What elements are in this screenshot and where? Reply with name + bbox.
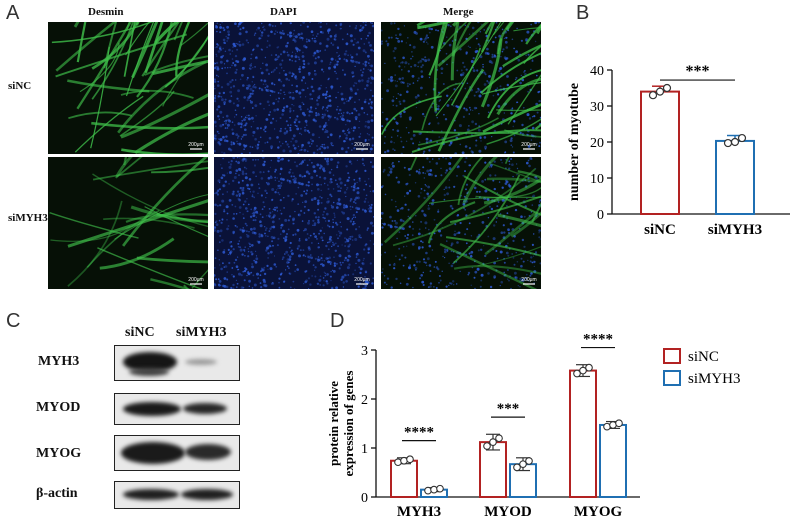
- scale-bar-label: 200μm: [188, 277, 203, 283]
- bar-myh3-sinc: [390, 459, 418, 499]
- blot-label-myh3: MYH3: [38, 354, 80, 369]
- legend-label-simyh3: siMYH3: [688, 371, 741, 387]
- data-point: [648, 91, 658, 100]
- lane-label-simyh3: siMYH3: [176, 325, 227, 340]
- blot-myod: [114, 393, 240, 425]
- micrograph-desmin-simyh3: 200μm: [48, 157, 208, 289]
- x-tick-label: siNC: [644, 222, 676, 238]
- micrograph-desmin-sinc: 200μm: [48, 22, 208, 154]
- band-myod-simyh3: [183, 403, 227, 414]
- blot-label-myod: MYOD: [36, 400, 81, 415]
- data-point: [525, 457, 533, 465]
- data-point: [585, 363, 593, 372]
- micrograph-merge-simyh3: 200μm: [381, 157, 541, 289]
- scale-bar-label: 200μm: [354, 277, 369, 283]
- bar-myog-sinc: [569, 369, 597, 498]
- band-myod-sinc: [123, 402, 181, 416]
- panel-letter-c: C: [6, 310, 21, 332]
- row-label-sinc: siNC: [8, 80, 32, 92]
- x-tick-label: MYOG: [574, 504, 623, 520]
- legend-swatch-sinc: [663, 348, 681, 364]
- x-tick-label: MYH3: [397, 504, 441, 520]
- panel-letter-d: D: [330, 310, 345, 332]
- blot-label-myog: MYOG: [36, 446, 82, 461]
- legend-swatch-simyh3: [663, 370, 681, 386]
- band-myog-sinc: [121, 442, 185, 464]
- blot-myh3: [114, 345, 240, 381]
- data-point: [737, 133, 747, 143]
- panel-letter-a: A: [6, 2, 20, 24]
- bar-simyh3: [715, 139, 755, 215]
- bar-chart-myotube: 0 10 20 30 40 number of myotube siNC siMYH3 ***: [567, 63, 790, 238]
- band-actin-simyh3: [181, 489, 233, 500]
- scale-bar-label: 200μm: [354, 142, 369, 148]
- y-tick-label: 40: [590, 64, 604, 79]
- data-point: [513, 463, 521, 472]
- x-tick-label: siMYH3: [708, 222, 762, 238]
- data-point: [579, 366, 587, 375]
- y-tick-label: 10: [590, 172, 604, 187]
- y-tick-label: 0: [597, 208, 604, 223]
- blot-beta-actin: [114, 481, 240, 509]
- lane-label-sinc: siNC: [125, 325, 155, 340]
- column-header-desmin: Desmin: [88, 6, 124, 18]
- band-myh3-sinc-smear: [129, 368, 169, 376]
- y-tick-label: 1: [361, 442, 368, 457]
- data-point: [723, 138, 733, 148]
- y-tick-label: 20: [590, 136, 604, 151]
- y-tick-label: 2: [361, 393, 368, 408]
- data-point: [655, 87, 665, 96]
- scale-bar-label: 200μm: [521, 277, 536, 283]
- bar-chart-protein-expression: 0 1 2 3 protein relativeexpression of genes M…: [326, 332, 741, 520]
- y-axis-label: number of myotube: [567, 83, 582, 201]
- y-axis-label-line: expression of genes: [341, 371, 356, 477]
- panel-letter-b: B: [576, 2, 590, 24]
- data-point: [573, 369, 581, 378]
- y-axis-label-line: protein relative: [326, 381, 341, 466]
- bar-myog-simyh3: [599, 423, 627, 498]
- y-tick-label: 0: [361, 491, 368, 506]
- legend-label-sinc: siNC: [688, 349, 719, 365]
- row-label-simyh3: siMYH3: [8, 212, 48, 224]
- blot-label-beta-actin: β-actin: [36, 486, 78, 501]
- y-tick-label: 30: [590, 100, 604, 115]
- band-actin-sinc: [123, 489, 179, 500]
- column-header-merge: Merge: [443, 6, 474, 18]
- y-tick-label: 3: [361, 344, 368, 359]
- band-myh3-sinc: [123, 352, 177, 372]
- scale-bar-label: 200μm: [521, 142, 536, 148]
- data-point: [436, 484, 444, 493]
- data-point: [406, 455, 414, 464]
- significance-label: ****: [404, 425, 434, 441]
- column-header-dapi: DAPI: [270, 6, 297, 18]
- scale-bar-label: 200μm: [188, 142, 203, 148]
- significance-label: ***: [497, 401, 520, 417]
- significance-label: ***: [686, 63, 710, 80]
- band-myog-simyh3: [185, 444, 231, 460]
- micrograph-dapi-sinc: 200μm: [214, 22, 374, 154]
- bar-sinc: [640, 90, 680, 215]
- data-point: [662, 83, 672, 93]
- band-myh3-simyh3: [185, 359, 217, 365]
- significance-label: ****: [583, 332, 613, 348]
- bar-myod-sinc: [479, 441, 507, 499]
- data-point: [519, 460, 527, 469]
- data-point: [483, 442, 491, 450]
- data-point: [730, 137, 740, 147]
- micrograph-dapi-simyh3: 200μm: [214, 157, 374, 289]
- blot-myog: [114, 435, 240, 471]
- data-point: [489, 438, 497, 446]
- data-point: [495, 434, 503, 443]
- x-tick-label: MYOD: [484, 504, 532, 520]
- y-axis-label: protein relativeexpression of genes: [326, 371, 356, 477]
- micrograph-merge-sinc: 200μm: [381, 22, 541, 154]
- data-point: [615, 419, 623, 428]
